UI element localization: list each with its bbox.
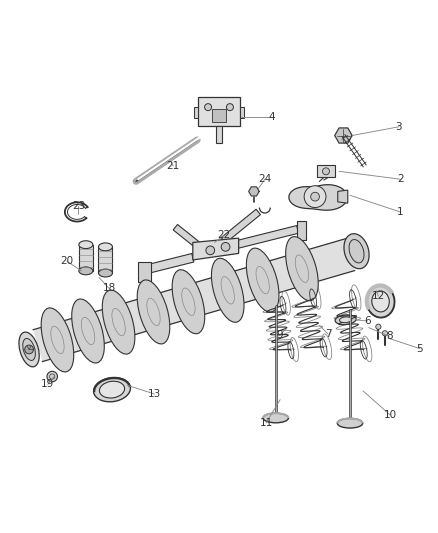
Text: 8: 8 — [386, 332, 392, 341]
Ellipse shape — [79, 241, 93, 248]
Polygon shape — [193, 238, 239, 260]
Circle shape — [221, 243, 230, 251]
Ellipse shape — [19, 332, 39, 367]
Polygon shape — [240, 107, 244, 118]
Text: 18: 18 — [102, 284, 116, 293]
Text: 12: 12 — [372, 291, 385, 301]
Text: 23: 23 — [72, 201, 85, 211]
Ellipse shape — [344, 233, 369, 269]
Polygon shape — [79, 245, 93, 271]
Text: 20: 20 — [60, 256, 74, 266]
Text: 10: 10 — [384, 410, 397, 420]
Text: 13: 13 — [148, 389, 161, 399]
Ellipse shape — [246, 248, 279, 312]
Text: 19: 19 — [41, 379, 54, 390]
Polygon shape — [33, 239, 355, 361]
Ellipse shape — [99, 381, 125, 398]
Ellipse shape — [102, 290, 135, 354]
Circle shape — [226, 103, 233, 111]
Polygon shape — [194, 107, 198, 118]
Ellipse shape — [137, 280, 170, 344]
Ellipse shape — [263, 413, 288, 423]
Polygon shape — [221, 209, 261, 243]
Ellipse shape — [72, 299, 104, 363]
Polygon shape — [249, 187, 259, 196]
Ellipse shape — [335, 315, 356, 325]
Text: 9: 9 — [276, 330, 283, 341]
Circle shape — [206, 246, 215, 255]
Polygon shape — [297, 221, 306, 240]
Circle shape — [322, 168, 329, 175]
Text: 1: 1 — [397, 207, 403, 217]
Ellipse shape — [172, 270, 205, 334]
Ellipse shape — [41, 308, 74, 372]
Ellipse shape — [23, 338, 35, 360]
Polygon shape — [138, 262, 151, 282]
Ellipse shape — [286, 237, 318, 301]
Ellipse shape — [94, 377, 131, 402]
Text: 21: 21 — [166, 161, 180, 171]
Circle shape — [47, 372, 57, 382]
Ellipse shape — [366, 285, 395, 318]
Circle shape — [205, 103, 212, 111]
Polygon shape — [99, 247, 113, 273]
Ellipse shape — [349, 239, 364, 263]
Ellipse shape — [372, 291, 389, 312]
Polygon shape — [338, 190, 348, 203]
Polygon shape — [173, 224, 199, 247]
Text: 22: 22 — [218, 230, 231, 240]
Polygon shape — [335, 128, 352, 143]
Ellipse shape — [339, 317, 352, 322]
Text: 6: 6 — [364, 316, 371, 326]
Circle shape — [311, 192, 319, 201]
Text: 11: 11 — [260, 418, 273, 428]
Ellipse shape — [79, 267, 93, 275]
Polygon shape — [289, 185, 347, 210]
Text: 5: 5 — [417, 344, 423, 353]
Circle shape — [304, 185, 326, 207]
Text: 24: 24 — [258, 174, 272, 184]
Polygon shape — [236, 225, 299, 248]
Circle shape — [376, 324, 381, 329]
Circle shape — [25, 345, 33, 354]
Polygon shape — [212, 109, 226, 123]
Ellipse shape — [99, 243, 113, 251]
Circle shape — [382, 330, 388, 336]
Text: 4: 4 — [268, 112, 275, 122]
Polygon shape — [215, 126, 223, 143]
Polygon shape — [317, 165, 335, 177]
Polygon shape — [198, 98, 240, 126]
Ellipse shape — [99, 269, 113, 277]
Text: 7: 7 — [325, 329, 332, 339]
Text: 2: 2 — [397, 174, 403, 184]
Text: 3: 3 — [396, 122, 402, 132]
Polygon shape — [139, 254, 194, 275]
Ellipse shape — [212, 259, 244, 322]
Ellipse shape — [337, 418, 363, 428]
